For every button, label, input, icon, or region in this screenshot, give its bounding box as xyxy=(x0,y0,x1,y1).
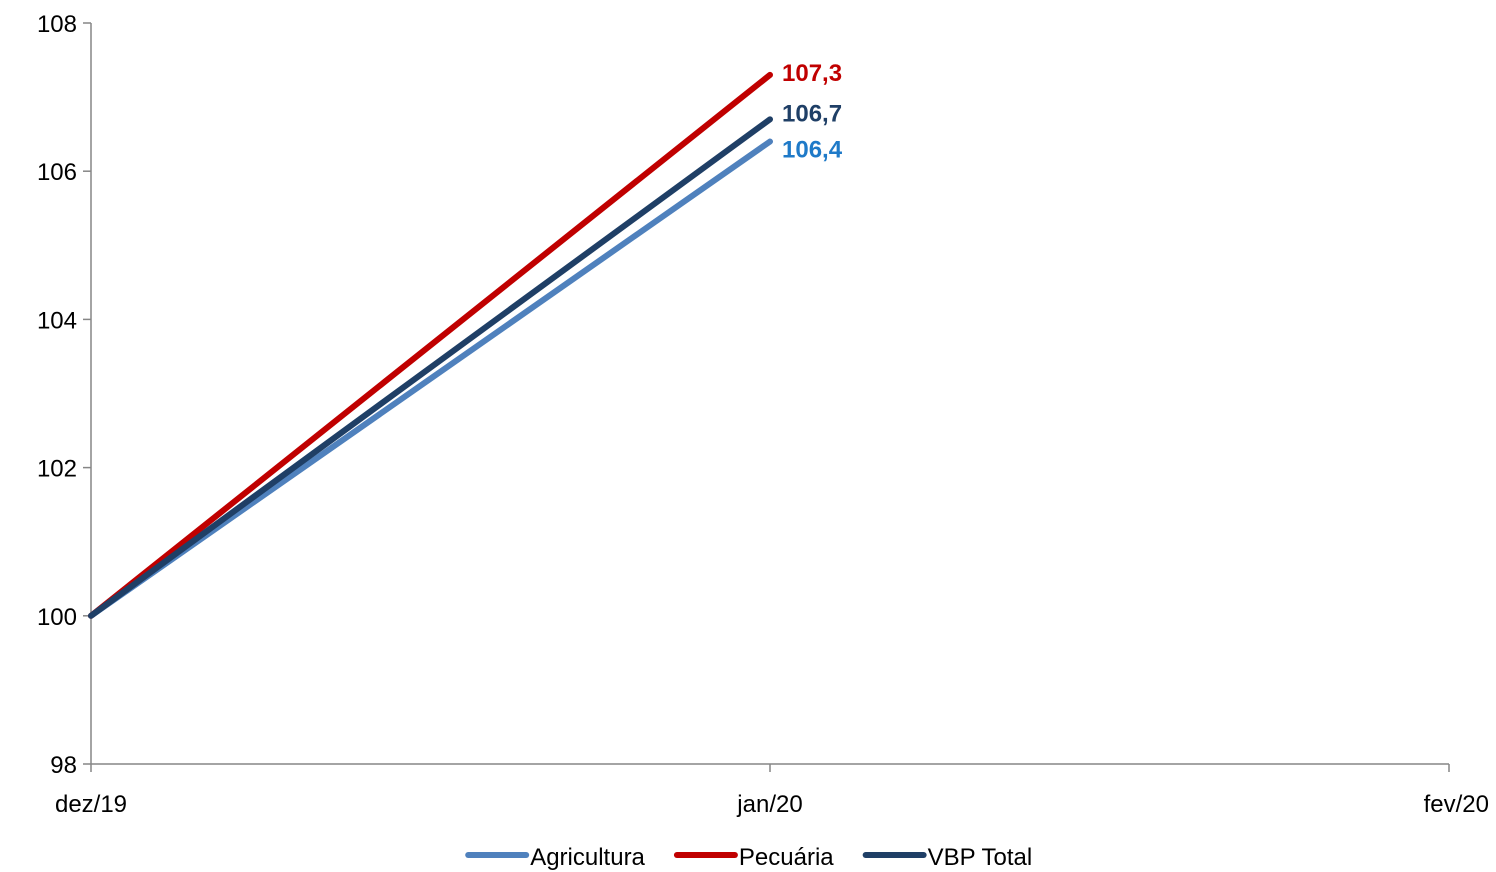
y-tick-label: 106 xyxy=(37,159,77,186)
y-tick-label: 102 xyxy=(37,456,77,483)
x-tick-label: fev/20 xyxy=(1424,791,1489,818)
data-label: 106,4 xyxy=(782,137,843,164)
x-tick-label: dez/19 xyxy=(55,791,127,818)
y-tick-label: 108 xyxy=(37,11,77,38)
legend-label: Agricultura xyxy=(530,844,645,871)
end-labels: 106,4 107,3 106,7 xyxy=(782,60,843,164)
legend-label: VBP Total xyxy=(928,844,1033,871)
legend: Agricultura Pecuária VBP Total xyxy=(465,844,1033,871)
y-tick-label: 98 xyxy=(50,752,77,779)
legend-label: Pecuária xyxy=(739,844,834,871)
series-line-pecu-ria xyxy=(88,71,773,619)
data-label: 106,7 xyxy=(782,100,842,127)
x-tick-label: jan/20 xyxy=(736,791,802,818)
y-tick-label: 100 xyxy=(37,604,77,631)
data-label: 107,3 xyxy=(782,60,842,87)
y-tick-label: 104 xyxy=(37,307,77,334)
series-layer xyxy=(88,71,773,619)
axes: 98 100 102 104 106 108 dez/19 jan/20 fev/20 xyxy=(37,11,1489,818)
series-line-vbp-total xyxy=(88,116,773,619)
